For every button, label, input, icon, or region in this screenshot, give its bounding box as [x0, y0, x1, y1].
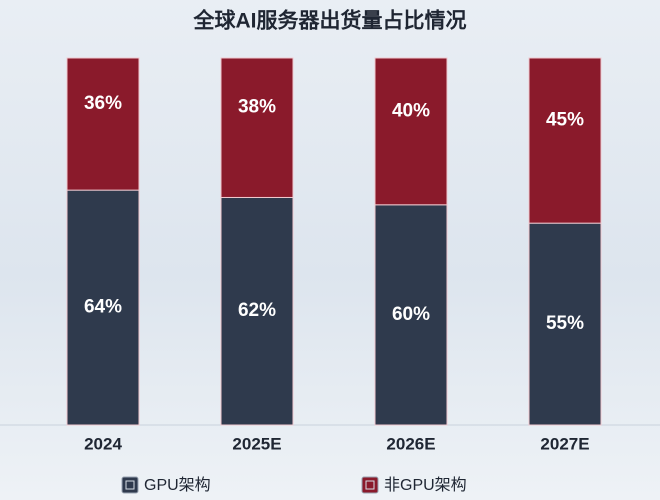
bar-segment: [66, 57, 140, 191]
legend-label: 非GPU架构: [384, 476, 467, 494]
value-label: 62%: [238, 300, 276, 321]
legend-chip: [365, 480, 375, 490]
legend-chip: [125, 480, 135, 490]
value-label: 64%: [84, 297, 122, 318]
x-tick-label: 2025E: [232, 434, 281, 453]
value-label: 55%: [546, 313, 584, 334]
bar-segment: [220, 196, 294, 426]
bar-segment: [528, 222, 602, 426]
value-label: 60%: [392, 304, 430, 325]
x-tick-label: 2024: [84, 434, 122, 453]
legend-swatch: [361, 476, 379, 494]
bar-segment: [220, 57, 294, 198]
bar-segment: [374, 57, 448, 206]
value-label: 45%: [546, 110, 584, 131]
bar-segment: [528, 57, 602, 224]
legend-swatch: [121, 476, 139, 494]
x-tick-label: 2026E: [386, 434, 435, 453]
legend-label: GPU架构: [144, 476, 211, 494]
value-label: 38%: [238, 97, 276, 118]
chart-title: 全球AI服务器出货量占比情况: [193, 9, 467, 33]
value-label: 36%: [84, 93, 122, 114]
value-label: 40%: [392, 100, 430, 121]
bar-segment: [66, 189, 140, 426]
x-tick-label: 2027E: [540, 434, 589, 453]
